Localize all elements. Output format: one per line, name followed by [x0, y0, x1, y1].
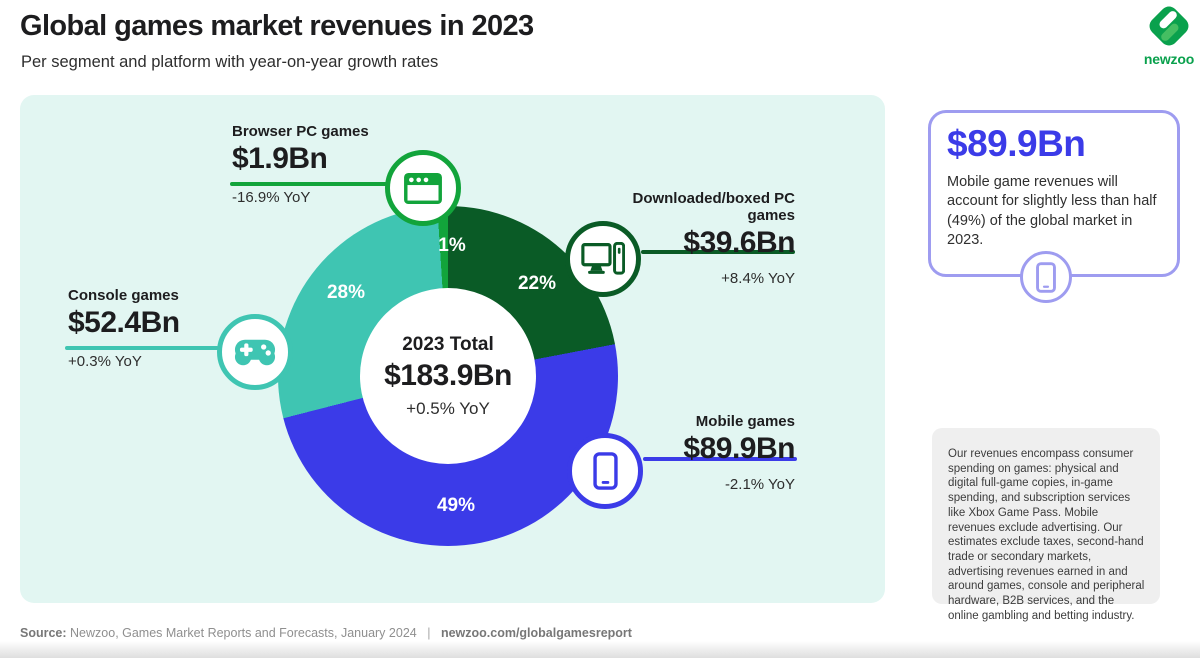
segment-yoy: -16.9% YoY [232, 189, 311, 206]
report-link[interactable]: newzoo.com/globalgamesreport [440, 626, 632, 640]
newzoo-logo-text: newzoo [1143, 51, 1195, 67]
connector-console [65, 346, 219, 350]
donut-chart: 2023 Total $183.9Bn +0.5% YoY [278, 206, 618, 546]
segment-value: $39.6Bn [683, 226, 795, 259]
segment-name: Browser PC games [232, 123, 369, 140]
desktop-pc-icon [565, 221, 641, 297]
browser-window-icon [385, 150, 461, 226]
connector-mobile [643, 457, 797, 461]
source-line: Source: Newzoo, Games Market Reports and… [20, 626, 632, 640]
connector-browser [230, 182, 387, 186]
connector-downloaded [641, 250, 795, 254]
methodology-note: Our revenues encompass consumer spending… [932, 428, 1160, 622]
label-downloaded-boxed-pc-games: Downloaded/boxed PC games $39.6Bn +8.4% … [615, 190, 795, 287]
newzoo-diamond-icon [1146, 6, 1192, 53]
segment-yoy: +8.4% YoY [721, 270, 795, 287]
page-title: Global games market revenues in 2023 [20, 10, 534, 42]
donut-center: 2023 Total $183.9Bn +0.5% YoY [360, 288, 536, 464]
segment-value: $89.9Bn [683, 432, 795, 465]
bottom-gradient-strip [0, 641, 1200, 658]
segment-name: Downloaded/boxed PC games [632, 190, 795, 224]
segment-yoy: -2.1% YoY [724, 476, 795, 493]
source-text: Newzoo, Games Market Reports and Forecas… [70, 626, 417, 640]
gamepad-icon [217, 314, 293, 390]
separator: | [427, 626, 431, 640]
newzoo-logo: newzoo [1138, 3, 1200, 67]
page-subtitle: Per segment and platform with year-on-ye… [21, 53, 439, 71]
smartphone-icon [1020, 251, 1072, 303]
slice-pct-downloaded: 22% [517, 273, 557, 294]
label-browser-pc-games: Browser PC games $1.9Bn -16.9% YoY [232, 123, 369, 206]
mobile-highlight-card: $89.9Bn Mobile game revenues will accoun… [928, 110, 1180, 277]
segment-name: Mobile games [695, 413, 795, 430]
label-mobile-games: Mobile games $89.9Bn -2.1% YoY [615, 413, 795, 493]
segment-value: $1.9Bn [232, 142, 328, 175]
slice-pct-console: 28% [326, 282, 366, 303]
total-growth: +0.5% YoY [406, 398, 490, 418]
segment-value: $52.4Bn [68, 306, 180, 339]
slice-pct-mobile: 49% [436, 495, 476, 516]
highlight-text: Mobile game revenues will account for sl… [947, 174, 1157, 248]
segment-name: Console games [68, 287, 179, 304]
total-value: $183.9Bn [384, 358, 512, 392]
highlight-value: $89.9Bn [947, 123, 1086, 164]
smartphone-icon [567, 433, 643, 509]
total-label: 2023 Total [402, 333, 494, 355]
slice-pct-browser: 1% [438, 235, 466, 256]
label-console-games: Console games $52.4Bn +0.3% YoY [68, 287, 180, 370]
segment-yoy: +0.3% YoY [68, 353, 142, 370]
source-label: Source: [20, 626, 67, 640]
